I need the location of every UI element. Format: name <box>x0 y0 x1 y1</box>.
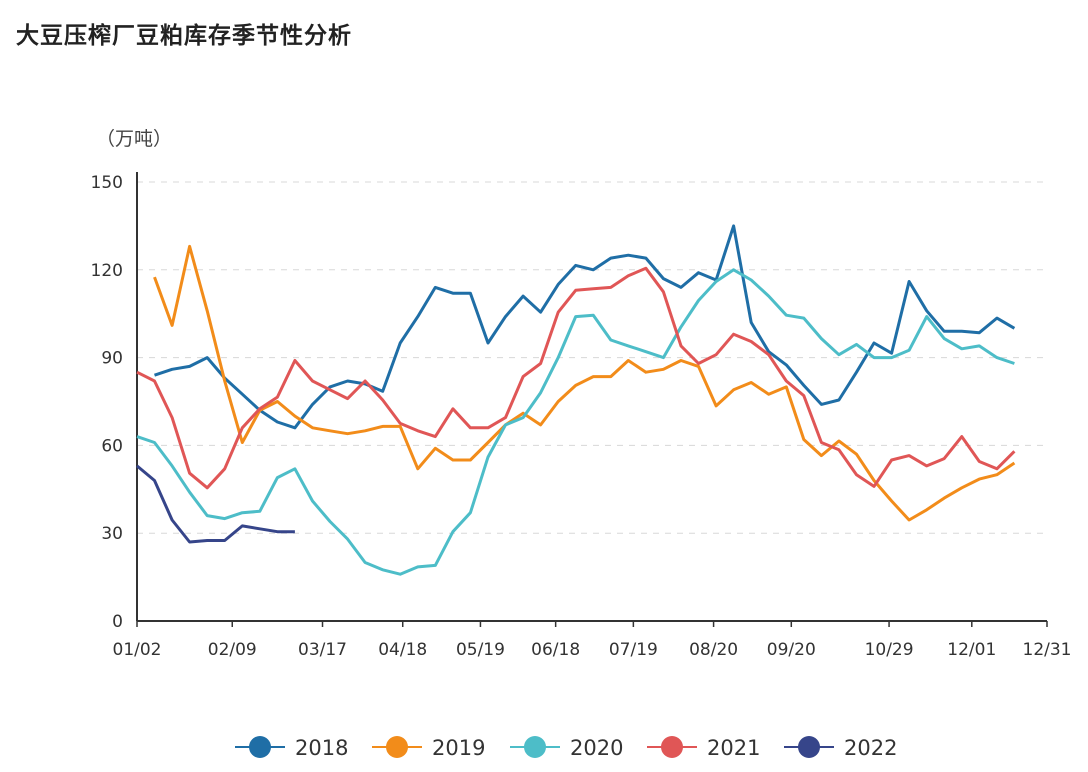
x-tick-label: 02/09 <box>208 640 257 660</box>
y-tick-label: 120 <box>91 261 123 281</box>
x-tick-label: 04/18 <box>378 640 427 660</box>
y-axis-unit-label: （万吨） <box>96 128 173 150</box>
series-line-2022 <box>136 464 295 544</box>
chart-title: 大豆压榨厂豆粕库存季节性分析 <box>16 23 352 49</box>
y-tick-label: 0 <box>112 612 123 632</box>
x-tick-label: 08/20 <box>689 640 738 660</box>
series-line-2020 <box>136 268 1015 576</box>
x-tick-label: 12/01 <box>947 640 996 660</box>
x-tick-label: 10/29 <box>865 640 914 660</box>
y-tick-label: 30 <box>101 524 123 544</box>
legend-marker-2020 <box>524 736 546 758</box>
series-line-2021 <box>136 266 1016 490</box>
legend-marker-2022 <box>798 736 820 758</box>
y-tick-label: 90 <box>101 349 123 369</box>
x-tick-label: 09/20 <box>767 640 816 660</box>
x-tick-label: 03/17 <box>298 640 347 660</box>
legend-label-2018: 2018 <box>295 736 348 760</box>
x-tick-label: 07/19 <box>609 640 658 660</box>
legend-marker-2019 <box>386 736 408 758</box>
legend-marker-2021 <box>661 736 683 758</box>
series-line-2018 <box>154 224 1016 430</box>
legend-label-2021: 2021 <box>707 736 760 760</box>
series-line-2019 <box>153 244 1016 522</box>
legend-label-2022: 2022 <box>844 736 897 760</box>
y-tick-label: 60 <box>101 436 123 456</box>
legend-marker-2018 <box>249 736 271 758</box>
y-tick-label: 150 <box>91 173 123 193</box>
x-tick-label: 05/19 <box>456 640 505 660</box>
legend-label-2019: 2019 <box>432 736 485 760</box>
x-tick-label: 12/31 <box>1023 640 1072 660</box>
x-tick-label: 06/18 <box>531 640 580 660</box>
x-tick-label: 01/02 <box>113 640 162 660</box>
legend-label-2020: 2020 <box>570 736 623 760</box>
